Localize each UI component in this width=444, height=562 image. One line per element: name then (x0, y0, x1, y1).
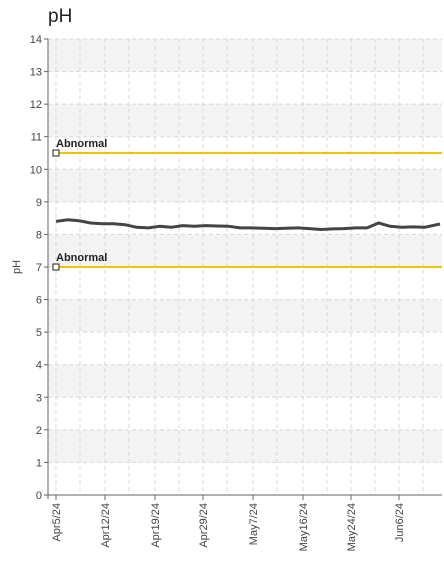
grid-band (48, 104, 442, 137)
y-tick-label: 7 (36, 262, 42, 274)
abnormal-marker (52, 263, 60, 271)
chart-title: pH (48, 6, 73, 27)
x-tick-label: May16/24 (298, 503, 310, 551)
x-tick-label: May7/24 (248, 503, 260, 545)
grid-band (48, 364, 442, 398)
y-tick-label: 13 (30, 67, 42, 79)
x-tick-label: Apr12/24 (100, 503, 112, 548)
y-tick-label: 14 (30, 34, 42, 46)
y-tick-label: 8 (36, 229, 42, 241)
x-tick-label: May24/24 (346, 503, 358, 551)
grid-band (48, 169, 442, 202)
abnormal-label: Abnormal (56, 252, 107, 264)
y-tick-label: 10 (30, 164, 42, 176)
y-tick-label: 5 (36, 327, 42, 339)
x-tick-label: Apr29/24 (198, 503, 210, 548)
x-tick-label: Apr5/24 (51, 503, 63, 542)
y-tick-label: 12 (30, 99, 42, 111)
grid-band (48, 39, 442, 72)
grid-band (48, 429, 442, 463)
x-tick-label: Apr19/24 (150, 503, 162, 548)
y-axis-title: pH (11, 260, 23, 274)
y-tick-label: 4 (36, 360, 42, 372)
grid-band (48, 299, 442, 333)
y-tick-label: 6 (36, 295, 42, 307)
y-tick-label: 3 (36, 392, 42, 404)
y-tick-label: 1 (36, 457, 42, 469)
ph-series-line (55, 218, 441, 231)
y-tick-label: 0 (36, 490, 42, 502)
y-tick-label: 2 (36, 425, 42, 437)
y-tick-label: 9 (36, 197, 42, 209)
y-tick-label: 11 (31, 132, 42, 144)
abnormal-label: Abnormal (56, 138, 107, 150)
x-tick-label: Jun6/24 (394, 503, 406, 542)
grid-band (48, 234, 442, 267)
abnormal-marker (52, 149, 60, 157)
